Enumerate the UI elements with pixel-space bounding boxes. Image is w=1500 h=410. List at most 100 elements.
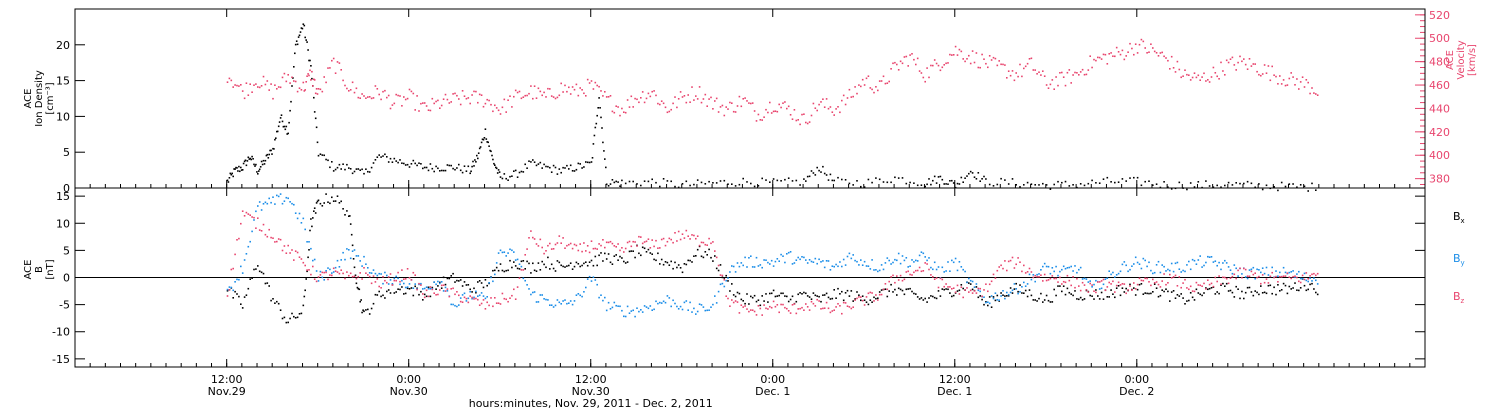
- bx-point: [518, 268, 521, 270]
- by-point: [1235, 267, 1237, 270]
- by-point: [257, 205, 259, 207]
- density-point: [450, 164, 452, 167]
- bx-point: [596, 264, 598, 267]
- density-point: [712, 182, 714, 184]
- bz-point: [1169, 273, 1171, 276]
- density-point: [249, 157, 251, 160]
- bx-point: [577, 263, 580, 265]
- bz-point: [228, 289, 231, 291]
- by-point: [1026, 283, 1029, 285]
- by-point: [594, 279, 597, 281]
- density-point: [433, 170, 435, 173]
- by-point: [298, 212, 301, 215]
- velocity-point: [427, 109, 430, 111]
- bz-point: [391, 284, 394, 286]
- velocity-point: [1089, 55, 1091, 57]
- velocity-point: [497, 109, 500, 112]
- density-point: [1125, 180, 1127, 182]
- bx-point: [465, 284, 468, 286]
- bz-point: [1146, 277, 1148, 280]
- density-point: [723, 179, 726, 182]
- bx-point: [249, 278, 251, 280]
- by-point: [338, 266, 341, 268]
- by-point: [592, 276, 595, 278]
- bz-point: [1254, 272, 1256, 274]
- bx-point: [632, 250, 634, 252]
- density-point: [478, 147, 481, 150]
- density-point: [495, 166, 497, 169]
- bx-point: [643, 247, 646, 250]
- bx-point: [748, 303, 750, 305]
- density-point: [1087, 182, 1090, 185]
- bx-point: [630, 250, 633, 252]
- bz-point: [1157, 283, 1160, 286]
- velocity-point: [746, 100, 748, 102]
- bx-point: [1068, 291, 1071, 294]
- bx-point: [448, 277, 451, 280]
- velocity-point: [1138, 43, 1141, 46]
- density-point: [532, 159, 534, 161]
- bz-point: [342, 272, 344, 275]
- bz-point: [478, 304, 481, 306]
- velocity-point: [983, 58, 985, 60]
- velocity-point: [386, 96, 388, 99]
- bz-point: [797, 308, 799, 310]
- velocity-point: [1095, 59, 1097, 62]
- bx-point: [439, 281, 441, 284]
- bx-point: [1267, 284, 1270, 287]
- by-point: [1013, 283, 1016, 285]
- by-point: [533, 291, 536, 293]
- density-point: [878, 178, 881, 181]
- by-point: [530, 293, 532, 296]
- bz-point: [1117, 281, 1120, 284]
- density-point: [1129, 177, 1131, 179]
- bx-point: [386, 290, 388, 293]
- bz-point: [1260, 282, 1262, 285]
- x-tick-date: Nov.29: [208, 385, 246, 398]
- bx-point: [715, 267, 718, 270]
- density-point: [399, 159, 401, 161]
- density-point: [562, 166, 564, 169]
- velocity-point: [300, 89, 303, 91]
- by-point: [365, 263, 367, 265]
- velocity-point: [1068, 69, 1071, 71]
- bz-point: [1074, 286, 1076, 289]
- bz-point: [1258, 275, 1260, 278]
- density-point: [543, 163, 545, 166]
- density-point: [1186, 188, 1188, 191]
- velocity-point: [268, 89, 270, 91]
- bx-point: [389, 292, 392, 294]
- density-point: [700, 181, 703, 184]
- bx-point: [721, 276, 724, 279]
- velocity-point: [1081, 68, 1084, 71]
- velocity-point: [823, 106, 826, 108]
- density-point: [274, 138, 276, 141]
- density-point: [327, 159, 329, 162]
- bz-point: [772, 300, 775, 303]
- bz-point: [852, 306, 854, 308]
- density-point: [799, 184, 801, 186]
- bx-point: [440, 287, 443, 289]
- density-point: [465, 170, 468, 172]
- velocity-point: [310, 79, 312, 81]
- bx-point: [933, 296, 936, 299]
- bz-point: [528, 237, 530, 239]
- by-point: [1313, 277, 1315, 279]
- density-point: [489, 149, 491, 152]
- bx-point: [293, 315, 295, 318]
- bx-point: [848, 295, 851, 297]
- velocity-point: [395, 93, 397, 96]
- velocity-point: [729, 101, 731, 104]
- by-point: [1182, 269, 1184, 272]
- bz-point: [247, 213, 250, 215]
- bz-point: [274, 241, 276, 243]
- bz-point: [672, 241, 674, 244]
- velocity-point: [495, 107, 498, 109]
- velocity-point: [586, 78, 589, 81]
- velocity-point: [1040, 74, 1042, 76]
- bz-point: [1241, 276, 1243, 279]
- by-point: [446, 290, 449, 292]
- bz-point: [596, 248, 598, 250]
- by-point: [937, 266, 940, 268]
- velocity-point: [1002, 63, 1004, 66]
